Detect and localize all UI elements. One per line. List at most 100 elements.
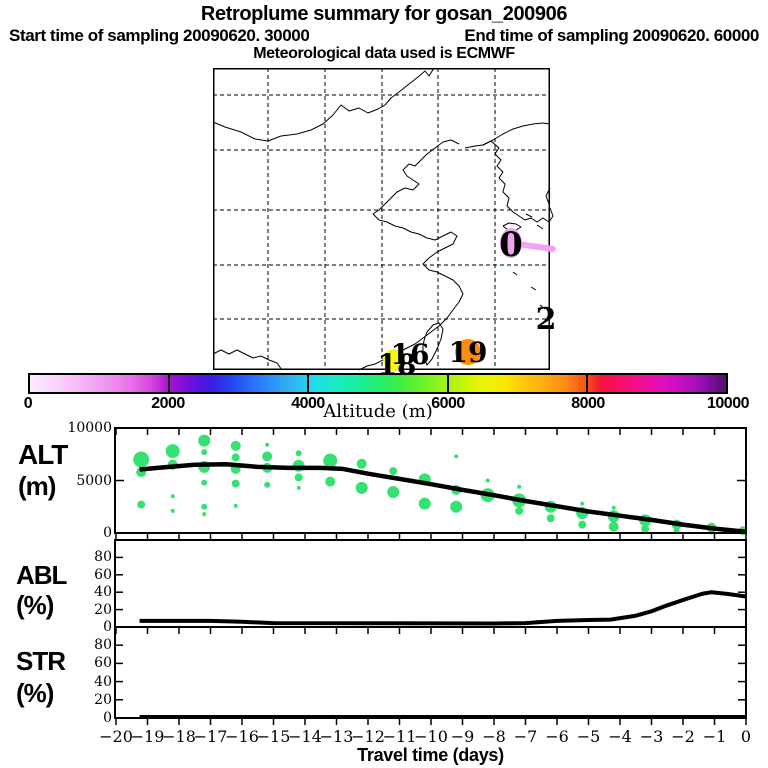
plume-cluster-blob xyxy=(265,442,270,447)
altitude-colorbar xyxy=(28,373,728,394)
sampling-times-row: Start time of sampling 20090620. 30000 E… xyxy=(0,26,768,46)
met-data-label: Meteorological data used is ECMWF xyxy=(253,45,515,62)
abl-ytick-label: 0 xyxy=(103,619,112,635)
alt-ytick-label: 10000 xyxy=(67,420,112,436)
plume-cluster-blob xyxy=(673,527,680,534)
x-tick-label: 0 xyxy=(740,727,752,746)
plume-cluster-blob xyxy=(517,484,522,489)
colorbar-tick-label: 0 xyxy=(23,395,33,412)
x-tick-label: −9 xyxy=(450,727,475,746)
plume-cluster-blob xyxy=(323,453,338,468)
plume-cluster-blob xyxy=(739,529,746,536)
x-tick-label: −6 xyxy=(545,727,569,746)
plume-cluster-blob xyxy=(512,493,527,508)
str-ytick-label: 80 xyxy=(94,637,112,654)
plume-cluster-blob xyxy=(294,473,303,482)
plume-cluster-blob xyxy=(325,476,336,487)
abl-fraction-line xyxy=(139,590,747,626)
plume-cluster-blob xyxy=(738,526,747,535)
abl-panel-label: ABL xyxy=(16,560,67,590)
abl-panel-unit: (%) xyxy=(16,590,54,620)
str-ytick-label: 0 xyxy=(103,710,112,726)
plume-cluster-blob xyxy=(201,479,208,486)
plume-cluster-blob xyxy=(262,451,273,462)
plume-cluster-blob xyxy=(515,506,524,515)
str-panel-unit: (%) xyxy=(16,678,54,708)
plume-cluster-blob xyxy=(230,463,241,474)
coastline-north-border xyxy=(212,67,435,142)
coastline-island-3 xyxy=(530,286,537,291)
plume-cluster-blob xyxy=(639,514,652,527)
x-tick-label: −2 xyxy=(671,727,695,746)
x-tick-label: −13 xyxy=(319,727,354,746)
x-tick-label: −17 xyxy=(193,727,228,746)
colorbar-separator xyxy=(307,375,310,392)
plume-cluster-blob xyxy=(480,488,495,503)
plume-cluster-blob xyxy=(198,434,211,447)
plume-cluster-blob xyxy=(418,473,431,486)
x-axis-title: Travel time (days) xyxy=(357,745,504,765)
plume-cluster-blob xyxy=(546,514,555,523)
colorbar-separator xyxy=(168,375,171,392)
plume-cluster-blob xyxy=(454,454,459,459)
x-tick-label: −10 xyxy=(414,727,448,746)
x-tick-label: −5 xyxy=(576,727,601,746)
x-tick-label: −11 xyxy=(382,727,417,746)
plume-cluster-blob xyxy=(450,500,463,513)
plume-cluster-blob xyxy=(578,520,587,529)
x-tick-label: −18 xyxy=(162,727,196,746)
plume-cluster-blob xyxy=(202,512,207,517)
x-tick-label: −8 xyxy=(482,727,506,746)
end-time-label: End time of sampling 20090620. 60000 xyxy=(464,26,759,45)
coastline-taiwan xyxy=(422,322,444,366)
plume-cluster-blob xyxy=(608,521,619,532)
str-panel-label: STR xyxy=(16,646,66,676)
plume-cluster-blob xyxy=(580,501,585,506)
map-day-label-0: 0 xyxy=(499,225,523,265)
x-tick-label: −1 xyxy=(702,727,727,746)
plume-cluster-blob xyxy=(611,505,616,510)
x-tick-label: −20 xyxy=(99,727,133,746)
coastline-island-4 xyxy=(539,304,546,310)
x-tick-label: −3 xyxy=(639,727,664,746)
coastline-ne-korea-east-coast xyxy=(464,122,551,149)
plume-cluster-blob xyxy=(296,485,301,490)
str-ytick-label: 20 xyxy=(94,691,112,708)
map-day-label-19: 19 xyxy=(449,336,488,369)
map-day-label-16: 16 xyxy=(391,338,430,371)
colorbar-tick-label: 2000 xyxy=(151,395,185,412)
plume-cluster-blob xyxy=(292,459,305,472)
mean-altitude-line xyxy=(139,461,747,534)
x-tick-label: −7 xyxy=(513,727,538,746)
plume-cluster-blob xyxy=(170,494,175,499)
x-tick-label: −12 xyxy=(351,727,385,746)
plume-cluster-blob xyxy=(485,478,490,483)
x-tick-label: −4 xyxy=(608,727,632,746)
str-ytick-label: 40 xyxy=(94,673,112,690)
alt-ytick-label: 0 xyxy=(103,525,112,541)
plume-cluster-blob xyxy=(201,449,208,456)
colorbar-tick-label: 8000 xyxy=(571,395,605,412)
str-ytick-label: 60 xyxy=(94,655,112,672)
coastline-south-china-coast xyxy=(212,349,283,371)
coastline-island-5 xyxy=(512,271,518,276)
plume-cluster-blob xyxy=(133,451,150,468)
abl-ytick-label: 60 xyxy=(94,566,112,583)
plume-cluster-blob xyxy=(201,503,208,510)
plume-cluster-blob xyxy=(167,459,178,470)
abl-ytick-label: 80 xyxy=(94,549,112,566)
alt-panel-label: ALT xyxy=(18,439,68,470)
colorbar-tick-label: 4000 xyxy=(291,395,325,412)
x-tick-label: −16 xyxy=(225,727,259,746)
plume-cluster-blob xyxy=(544,500,557,513)
plume-cluster-blob xyxy=(262,462,273,473)
alt-panel-box xyxy=(114,427,747,534)
plume-cluster-blob xyxy=(231,479,240,488)
start-time-label: Start time of sampling 20090620. 30000 xyxy=(9,26,310,45)
map-marker-shape-18 xyxy=(383,349,405,371)
x-tick-label: −14 xyxy=(288,727,322,746)
alt-ytick-label: 5000 xyxy=(76,472,112,489)
plume-cluster-blob xyxy=(295,450,302,457)
